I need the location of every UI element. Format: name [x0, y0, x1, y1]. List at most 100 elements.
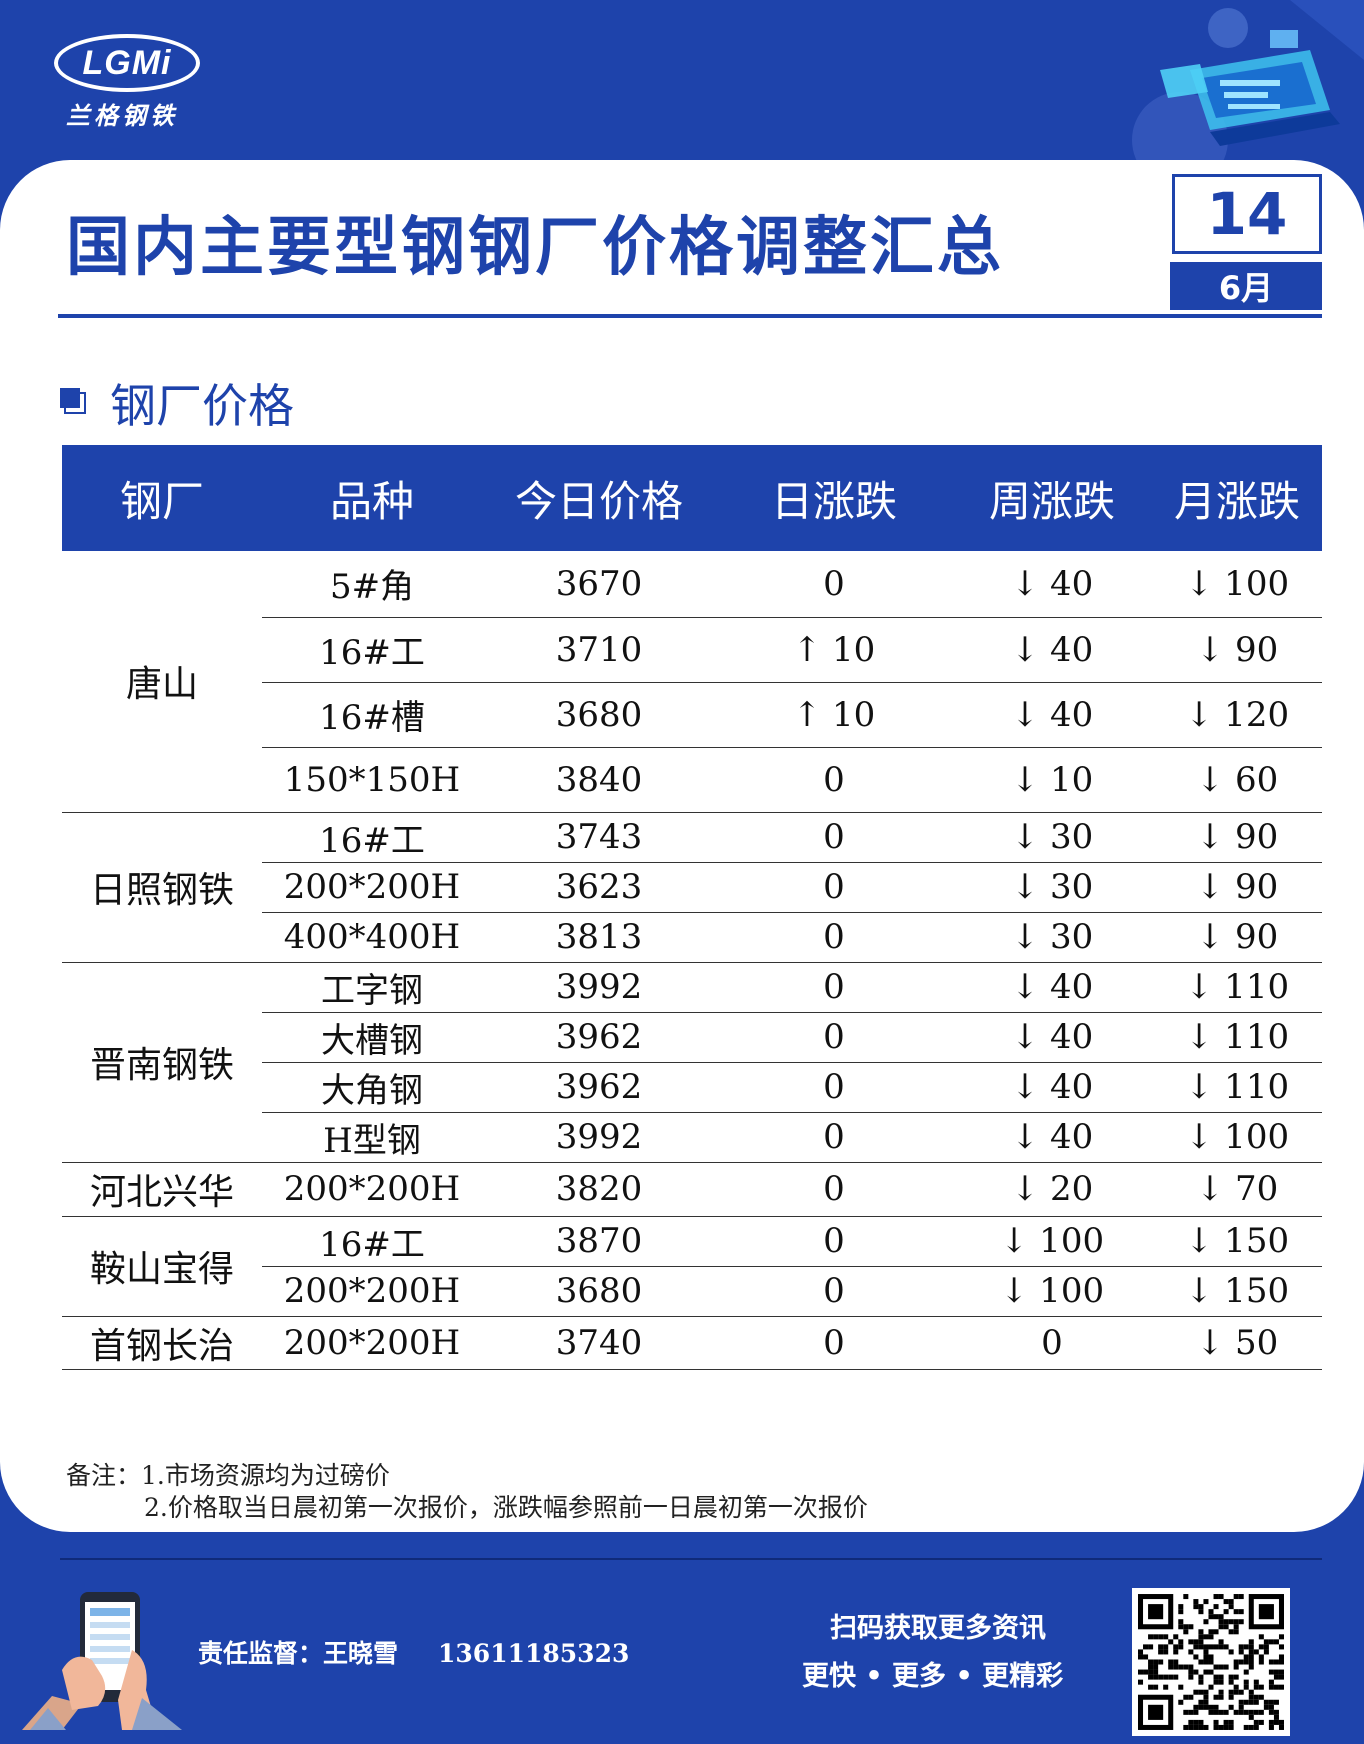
month-cell: ↓ 90: [1152, 912, 1322, 963]
day-cell: ↑ 10: [716, 617, 952, 683]
month-cell: ↓ 90: [1152, 862, 1322, 913]
price-table: 钢厂 品种 今日价格 日涨跌 周涨跌 月涨跌 唐山 5#角 3670 0 ↓ 40 ↓ 1…: [62, 445, 1322, 1370]
price-cell: 3870: [482, 1216, 716, 1267]
day-cell: 0: [716, 912, 952, 963]
date-month: 6月: [1170, 262, 1322, 310]
price-cell: 3992: [482, 962, 716, 1013]
logo-subtitle: 兰格钢铁: [66, 102, 178, 130]
column-header: 今日价格: [482, 445, 716, 551]
logo-text: LGMi: [82, 43, 172, 82]
week-cell: ↓ 30: [952, 912, 1152, 963]
logo-emblem: LGMi: [54, 34, 200, 92]
product-cell: 200*200H: [262, 1266, 482, 1317]
product-cell: 16#工: [262, 1216, 482, 1267]
price-cell: 3670: [482, 551, 716, 618]
mill-cell: 首钢长治: [62, 1316, 262, 1370]
table-row: 首钢长治 200*200H 3740 0 0 ↓ 50: [62, 1316, 1322, 1370]
table-header-row: 钢厂 品种 今日价格 日涨跌 周涨跌 月涨跌: [62, 445, 1322, 551]
week-cell: ↓ 40: [952, 682, 1152, 748]
table-row: 200*200H 3623 0 ↓ 30 ↓ 90: [62, 862, 1322, 913]
month-cell: ↓ 70: [1152, 1162, 1322, 1217]
week-cell: ↓ 20: [952, 1162, 1152, 1217]
section-title: 钢厂价格: [110, 379, 294, 433]
price-cell: 3623: [482, 862, 716, 913]
week-cell: ↓ 30: [952, 862, 1152, 913]
column-header: 品种: [262, 445, 482, 551]
price-cell: 3813: [482, 912, 716, 963]
table-row: 唐山 5#角 3670 0 ↓ 40 ↓ 100: [62, 551, 1322, 813]
note-line: 备注：1.市场资源均为过磅价: [66, 1461, 390, 1490]
week-cell: ↓ 40: [952, 1112, 1152, 1163]
scan-prompt: 扫码获取更多资讯: [830, 1613, 1046, 1644]
product-cell: 200*200H: [262, 1162, 482, 1217]
mill-cell: 河北兴华: [62, 1162, 262, 1217]
product-cell: 16#工: [262, 812, 482, 863]
price-cell: 3680: [482, 682, 716, 748]
table-row: 400*400H 3813 0 ↓ 30 ↓ 90: [62, 912, 1322, 963]
date-day: 14: [1172, 174, 1322, 254]
table-row: 日照钢铁 16#工 3743 0 ↓ 30 ↓ 90: [62, 812, 1322, 963]
week-cell: ↓ 40: [952, 1062, 1152, 1113]
day-cell: 0: [716, 1112, 952, 1163]
day-cell: 0: [716, 962, 952, 1013]
week-cell: ↓ 30: [952, 812, 1152, 863]
day-cell: 0: [716, 1162, 952, 1217]
product-cell: 大角钢: [262, 1062, 482, 1113]
price-cell: 3740: [482, 1316, 716, 1370]
month-cell: ↓ 60: [1152, 747, 1322, 813]
day-cell: 0: [716, 862, 952, 913]
week-cell: ↓ 100: [952, 1216, 1152, 1267]
table-row: 16#工 3710 ↑ 10 ↓ 40 ↓ 90: [62, 617, 1322, 683]
column-header: 日涨跌: [716, 445, 952, 551]
column-header: 周涨跌: [952, 445, 1152, 551]
company-logo: LGMi 兰格钢铁: [52, 26, 202, 130]
product-cell: 16#槽: [262, 682, 482, 748]
column-header: 钢厂: [62, 445, 262, 551]
month-cell: ↓ 110: [1152, 1012, 1322, 1063]
product-cell: 5#角: [262, 551, 482, 618]
week-cell: ↓ 40: [952, 962, 1152, 1013]
table-row: 大角钢 3962 0 ↓ 40 ↓ 110: [62, 1062, 1322, 1113]
table-row: 晋南钢铁 工字钢 3992 0 ↓ 40 ↓ 110: [62, 962, 1322, 1163]
scan-slogan: 更快 • 更多 • 更精彩: [802, 1661, 1064, 1692]
month-cell: ↓ 120: [1152, 682, 1322, 748]
mill-cell: 唐山: [62, 551, 262, 813]
month-cell: ↓ 100: [1152, 551, 1322, 618]
price-cell: 3840: [482, 747, 716, 813]
day-cell: 0: [716, 1316, 952, 1370]
contact-phone: 13611185323: [438, 1639, 630, 1668]
week-cell: ↓ 40: [952, 551, 1152, 618]
week-cell: ↓ 10: [952, 747, 1152, 813]
table-row: 150*150H 3840 0 ↓ 10 ↓ 60: [62, 747, 1322, 813]
table-row: 200*200H 3680 0 ↓ 100 ↓ 150: [62, 1266, 1322, 1317]
price-cell: 3992: [482, 1112, 716, 1163]
qr-code[interactable]: [1132, 1588, 1290, 1736]
month-cell: ↓ 100: [1152, 1112, 1322, 1163]
title-divider: [58, 314, 1322, 318]
table-row: 16#槽 3680 ↑ 10 ↓ 40 ↓ 120: [62, 682, 1322, 748]
week-cell: 0: [952, 1316, 1152, 1370]
product-cell: 工字钢: [262, 962, 482, 1013]
day-cell: 0: [716, 1266, 952, 1317]
phone-hand-icon: [22, 1592, 182, 1730]
notes: 备注：1.市场资源均为过磅价 2.价格取当日晨初第一次报价，涨跌幅参照前一日晨初…: [66, 1460, 868, 1524]
price-cell: 3820: [482, 1162, 716, 1217]
month-cell: ↓ 90: [1152, 617, 1322, 683]
week-cell: ↓ 40: [952, 617, 1152, 683]
month-cell: ↓ 110: [1152, 1062, 1322, 1113]
month-cell: ↓ 90: [1152, 812, 1322, 863]
day-cell: 0: [716, 551, 952, 618]
day-cell: 0: [716, 1216, 952, 1267]
section-bullet-icon: [60, 388, 86, 414]
price-cell: 3710: [482, 617, 716, 683]
product-cell: 400*400H: [262, 912, 482, 963]
product-cell: 200*200H: [262, 1316, 482, 1370]
mill-cell: 晋南钢铁: [62, 962, 262, 1163]
column-header: 月涨跌: [1152, 445, 1322, 551]
day-cell: 0: [716, 1062, 952, 1113]
product-cell: H型钢: [262, 1112, 482, 1163]
product-cell: 150*150H: [262, 747, 482, 813]
product-cell: 200*200H: [262, 862, 482, 913]
product-cell: 16#工: [262, 617, 482, 683]
page-title: 国内主要型钢钢厂价格调整汇总: [66, 211, 1004, 285]
